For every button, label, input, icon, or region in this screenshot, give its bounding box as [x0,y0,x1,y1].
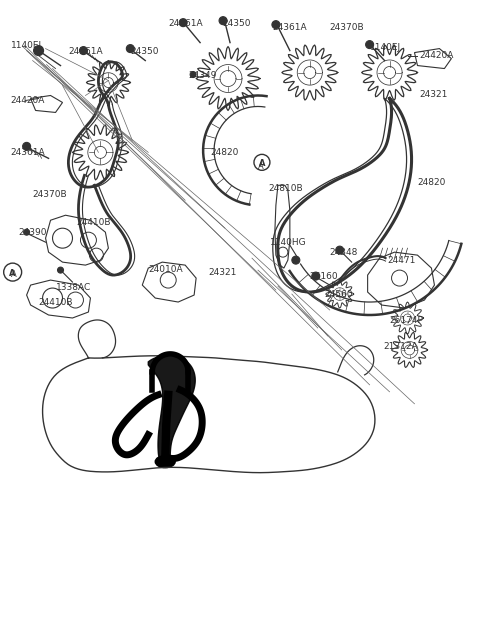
Text: 26160: 26160 [310,272,338,281]
Polygon shape [46,215,108,265]
Text: 24321: 24321 [420,91,448,100]
Circle shape [190,72,196,77]
Circle shape [272,21,280,29]
Ellipse shape [155,456,175,467]
Text: 24361A: 24361A [11,149,45,157]
Text: 24390: 24390 [19,228,47,237]
Text: 24820: 24820 [418,178,446,187]
Text: 24810B: 24810B [268,184,302,193]
Text: 1140EJ: 1140EJ [370,43,401,51]
Circle shape [126,44,134,53]
Circle shape [23,142,31,150]
Circle shape [179,18,187,27]
Circle shape [219,17,227,25]
Text: 26174P: 26174P [390,316,423,325]
Polygon shape [142,262,196,302]
Text: 1140EJ: 1140EJ [11,41,42,50]
Polygon shape [148,356,195,462]
Text: 1140HG: 1140HG [270,238,307,247]
Text: 24410B: 24410B [76,218,111,227]
Text: 24350: 24350 [130,46,159,56]
Circle shape [336,246,344,254]
Text: 24321: 24321 [208,268,237,277]
Text: 24370B: 24370B [33,190,67,199]
Text: 24410B: 24410B [38,298,73,307]
Text: 24370B: 24370B [330,23,364,32]
Polygon shape [368,252,434,308]
Text: 24350: 24350 [222,18,251,28]
Circle shape [312,272,320,280]
Text: 24420A: 24420A [11,97,45,105]
Text: 24820: 24820 [210,149,239,157]
Text: 24349: 24349 [188,70,216,79]
Circle shape [80,46,87,55]
Text: 24560: 24560 [325,290,353,299]
Polygon shape [415,49,451,69]
Text: 24471: 24471 [387,256,416,265]
Text: 21312A: 21312A [384,342,418,351]
Text: A: A [258,163,264,171]
Text: 24348: 24348 [330,248,358,257]
Polygon shape [26,280,90,318]
Text: 1338AC: 1338AC [56,283,91,292]
Circle shape [292,256,300,264]
Polygon shape [275,185,290,268]
Circle shape [24,229,30,235]
Circle shape [58,267,63,273]
Polygon shape [31,95,62,112]
Text: A: A [259,159,265,168]
Text: A: A [10,269,16,277]
Text: 24010A: 24010A [148,265,183,274]
Circle shape [366,41,373,49]
Circle shape [34,46,44,56]
Text: 24420A: 24420A [420,51,454,60]
Text: A: A [11,270,16,279]
Text: 24361A: 24361A [69,46,103,56]
Text: 24361A: 24361A [272,23,307,32]
Text: 24361A: 24361A [168,18,203,28]
